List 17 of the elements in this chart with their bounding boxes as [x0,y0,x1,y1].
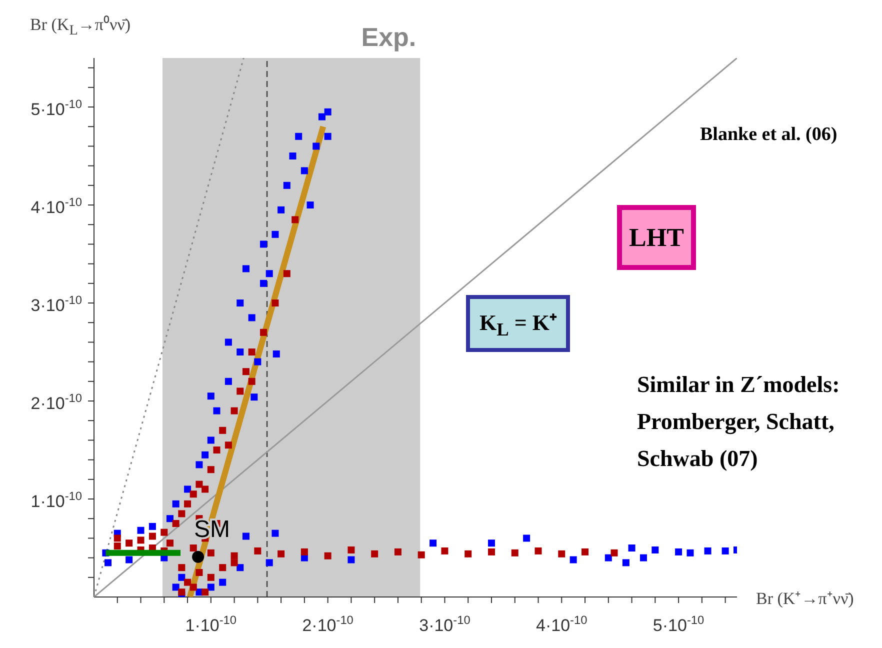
y-axis-title: Br (K$_{L}$→π⁰νν̄) [30,14,130,40]
annotation: K$_{L}$ = K⁺ [479,310,556,340]
band-label: Exp. [361,22,416,52]
y-tick-label: 4·10$^{-10}$ [30,195,82,217]
y-tick-label: 5·10$^{-10}$ [30,97,82,119]
x-tick-label: 4·10$^{-10}$ [536,613,588,635]
annotation: Similar in Z´models: Promberger, Schatt, Schwab (07) [637,372,840,471]
x-axis-title: Br (K⁺→π⁺νν̄) [756,588,854,609]
y-tick-label: 2·10$^{-10}$ [30,391,82,413]
x-tick-label: 5·10$^{-10}$ [652,613,705,635]
y-tick-label: 3·10$^{-10}$ [30,293,82,315]
x-tick-label: 2·10$^{-10}$ [302,613,354,635]
annotation: Blanke et al. (06) [700,124,838,145]
x-tick-label: 1·10$^{-10}$ [185,613,237,635]
annotation: LHT [629,222,684,252]
y-tick-label: 1·10$^{-10}$ [30,489,82,511]
x-tick-label: 3·10$^{-10}$ [419,613,471,635]
